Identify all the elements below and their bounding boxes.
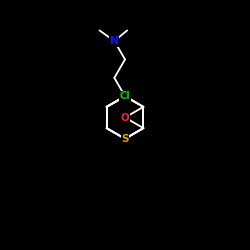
Text: O: O (120, 112, 130, 122)
Text: S: S (121, 134, 129, 144)
Text: Cl: Cl (120, 91, 130, 101)
Text: N: N (110, 36, 119, 46)
Text: N: N (120, 91, 130, 101)
Text: O: O (120, 112, 130, 122)
